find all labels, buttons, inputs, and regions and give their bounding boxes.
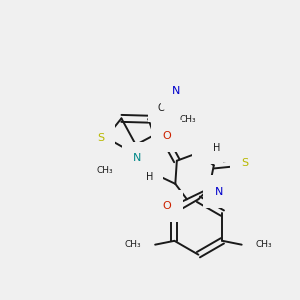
- Text: C: C: [157, 103, 164, 112]
- Text: N: N: [214, 187, 223, 196]
- Text: CH₃: CH₃: [256, 240, 272, 249]
- Text: N: N: [172, 86, 180, 96]
- Text: H: H: [213, 143, 220, 153]
- Text: S: S: [241, 158, 248, 168]
- Text: N: N: [133, 153, 141, 164]
- Text: S: S: [97, 133, 104, 142]
- Text: H: H: [146, 172, 154, 182]
- Text: CH₃: CH₃: [179, 116, 196, 124]
- Text: O: O: [163, 131, 171, 141]
- Text: CH₃: CH₃: [125, 240, 141, 249]
- Text: O: O: [163, 201, 172, 211]
- Text: CH₃: CH₃: [96, 166, 113, 175]
- Text: H: H: [156, 201, 164, 211]
- Text: N: N: [203, 143, 212, 153]
